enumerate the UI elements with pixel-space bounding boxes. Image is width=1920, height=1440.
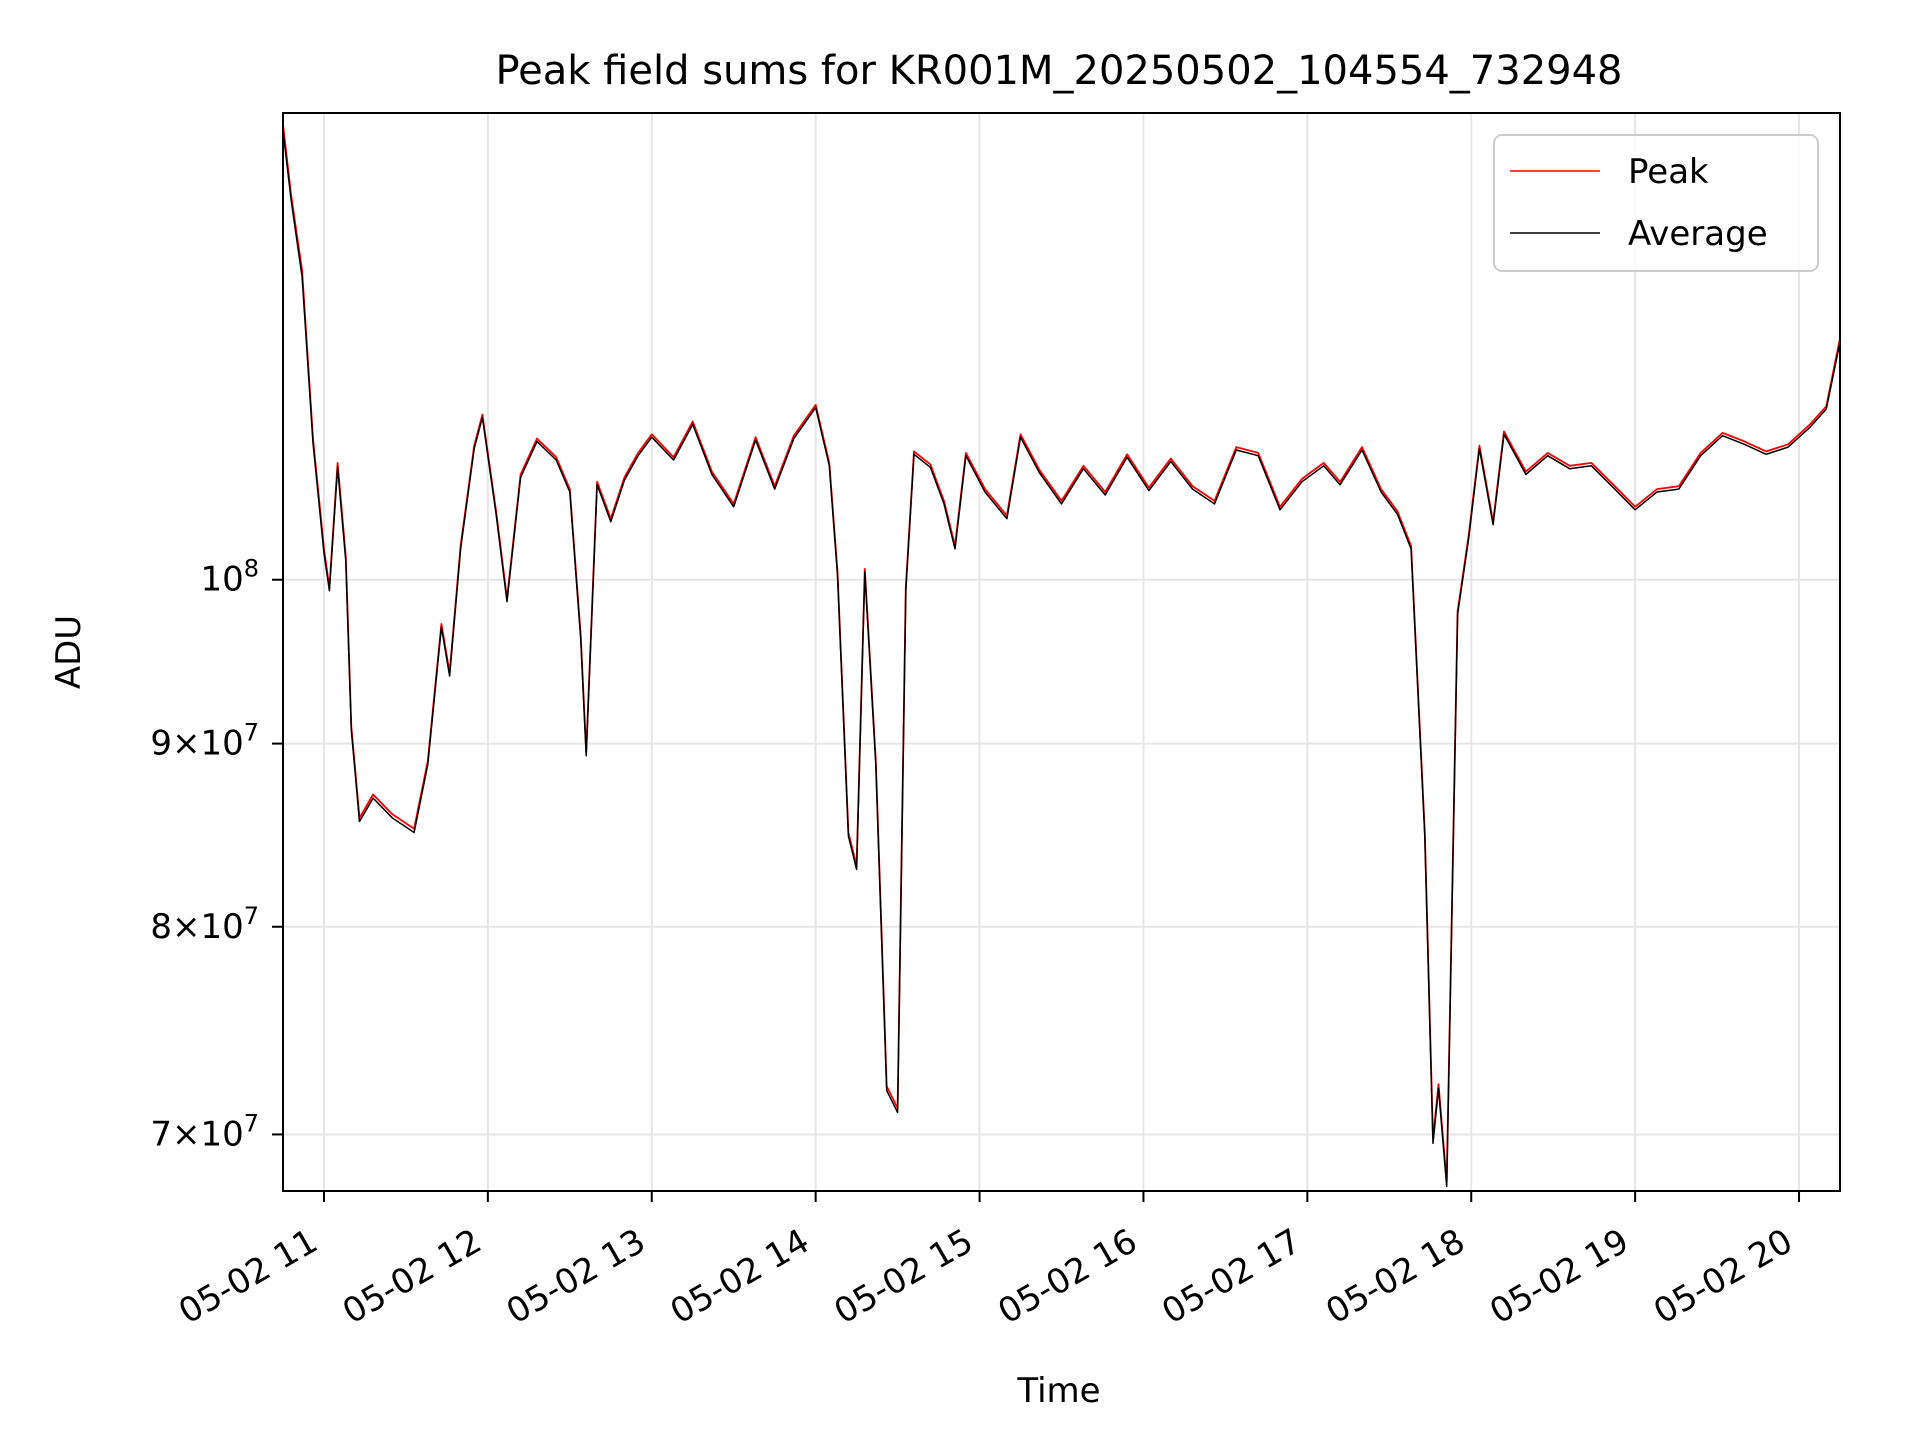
series-layer [283, 123, 1840, 1188]
legend-label-peak: Peak [1628, 152, 1709, 192]
y-axis: 7×107 8×107 9×107 108 [150, 555, 283, 1154]
y-tick-label: 9×107 [150, 719, 259, 764]
legend: Peak Average [1493, 134, 1819, 272]
y-tick-label: 7×107 [150, 1109, 259, 1154]
series-line-average [283, 129, 1840, 1188]
legend-label-average: Average [1628, 214, 1768, 254]
legend-box [1493, 134, 1819, 272]
y-tick-label: 8×107 [150, 902, 259, 947]
x-axis-label: Time [1016, 1371, 1100, 1411]
chart-title: Peak field sums for KR001M_20250502_1045… [495, 48, 1622, 94]
plot-frame [282, 112, 1841, 1192]
grid-lines [283, 113, 1840, 1191]
y-axis-label: ADU [49, 615, 89, 689]
y-tick-label: 108 [200, 555, 259, 600]
